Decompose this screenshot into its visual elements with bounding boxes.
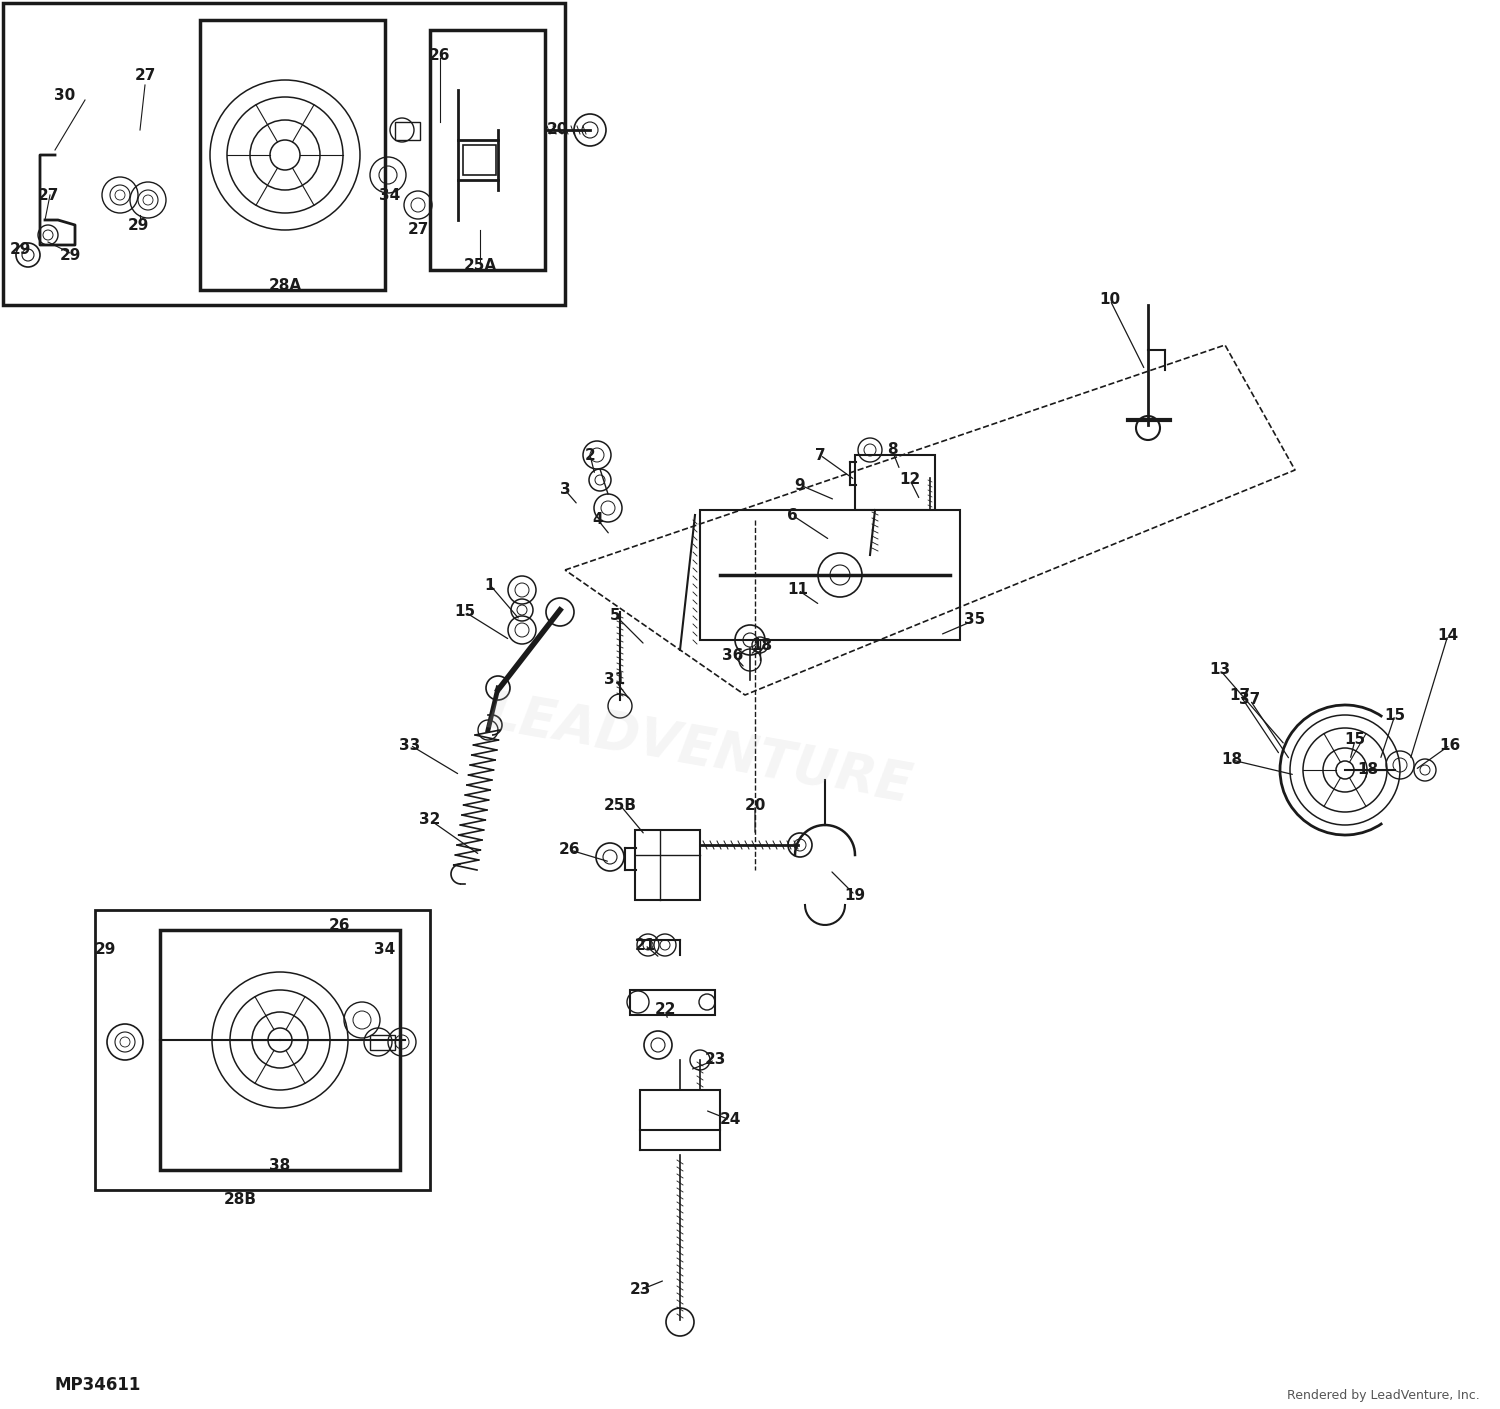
Bar [200, 20, 386, 290]
Text: 8: 8 [886, 442, 897, 458]
Bar [430, 30, 544, 271]
Text: 28B: 28B [224, 1192, 256, 1208]
Text: 6: 6 [786, 507, 798, 523]
Text: 26: 26 [429, 48, 450, 62]
Bar [394, 123, 420, 139]
Text: 34: 34 [375, 943, 396, 958]
Text: 25A: 25A [464, 258, 496, 272]
Bar [160, 930, 401, 1169]
Text: 4: 4 [592, 513, 603, 527]
Text: 20: 20 [546, 123, 567, 138]
Text: 32: 32 [420, 813, 441, 827]
Bar [464, 145, 496, 175]
Text: 17: 17 [1230, 688, 1251, 703]
Text: 15: 15 [1384, 707, 1406, 723]
Text: 3: 3 [560, 482, 570, 497]
Text: 19: 19 [844, 888, 865, 903]
Text: LEADVENTURE: LEADVENTURE [483, 688, 916, 813]
Text: 24: 24 [720, 1113, 741, 1127]
Text: 2: 2 [585, 448, 596, 462]
Text: 15: 15 [1344, 733, 1365, 748]
Bar [634, 830, 700, 900]
Bar [3, 3, 566, 304]
Text: 33: 33 [399, 737, 420, 752]
Text: 12: 12 [900, 472, 921, 488]
Text: 29: 29 [9, 242, 30, 258]
Text: 27: 27 [135, 68, 156, 83]
Text: 21: 21 [634, 937, 656, 952]
Text: MP34611: MP34611 [56, 1377, 141, 1394]
Text: 23: 23 [705, 1053, 726, 1068]
Bar [630, 991, 716, 1014]
Bar [370, 1036, 394, 1050]
Text: 29: 29 [94, 943, 116, 958]
Text: 26: 26 [560, 843, 580, 858]
Text: 30: 30 [54, 87, 75, 103]
Text: 18: 18 [1221, 752, 1242, 768]
Bar [94, 910, 430, 1191]
Text: 16: 16 [1440, 737, 1461, 752]
Text: 15: 15 [454, 604, 476, 620]
Text: 29: 29 [60, 248, 81, 262]
Circle shape [486, 676, 510, 700]
Text: 28A: 28A [268, 278, 302, 293]
Text: 29: 29 [128, 217, 148, 232]
Text: 11: 11 [788, 582, 808, 597]
Text: 14: 14 [1437, 627, 1458, 643]
Text: 5: 5 [609, 607, 621, 623]
Bar [700, 510, 960, 640]
Text: 7: 7 [815, 448, 825, 462]
Text: 34: 34 [380, 187, 400, 203]
Bar [855, 455, 934, 510]
Text: 1: 1 [484, 578, 495, 593]
Text: 27: 27 [408, 223, 429, 238]
Text: 10: 10 [1100, 293, 1120, 307]
Text: 20: 20 [744, 797, 765, 813]
Text: 36: 36 [723, 648, 744, 662]
Circle shape [546, 597, 574, 626]
Text: 37: 37 [1239, 692, 1260, 707]
Text: 31: 31 [604, 672, 625, 688]
Text: 18: 18 [1358, 762, 1378, 778]
Text: 27: 27 [38, 187, 58, 203]
Text: 26: 26 [330, 917, 351, 933]
Text: Rendered by LeadVenture, Inc.: Rendered by LeadVenture, Inc. [1287, 1388, 1480, 1402]
Text: 38: 38 [270, 1158, 291, 1172]
Text: 22: 22 [654, 1002, 675, 1017]
Bar [640, 1091, 720, 1130]
Text: 23: 23 [630, 1282, 651, 1298]
Text: 25B: 25B [603, 797, 636, 813]
Text: 13: 13 [1209, 662, 1230, 678]
Text: 9: 9 [795, 478, 806, 493]
Text: 35: 35 [964, 613, 986, 627]
Text: 18: 18 [752, 637, 772, 652]
